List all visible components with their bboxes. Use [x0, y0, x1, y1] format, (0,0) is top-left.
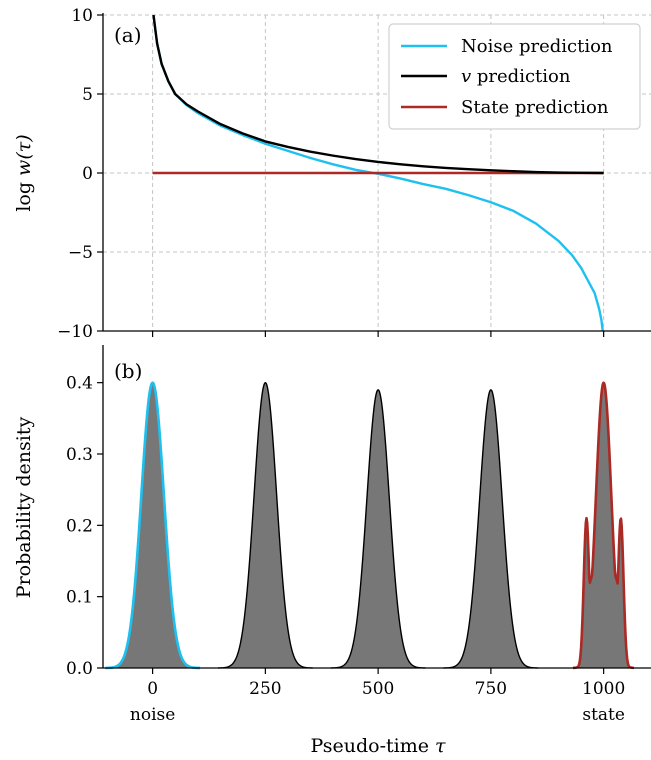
y-tick-label-a: 5	[82, 85, 93, 105]
density-fill-4	[572, 382, 634, 668]
axes-b: 0.0 0.1 0.2 0.3 0.4 0 noise 250 500 750 1000 state	[66, 345, 651, 725]
x-tick-label-b: 500	[362, 679, 394, 699]
y-tick-label-a: 10	[71, 6, 93, 26]
y-tick-label-b: 0.2	[66, 516, 93, 536]
density-outline-0	[104, 381, 201, 670]
legend-label-v: v prediction	[461, 66, 571, 87]
distributions-b	[104, 381, 635, 670]
axes-a: −10 −5 0 5 10	[57, 6, 651, 342]
ylabel-a: log w(τ)	[13, 134, 35, 211]
legend-label-noise: Noise prediction	[461, 36, 613, 57]
density-fill-1	[218, 382, 313, 668]
density-fill-3	[443, 389, 539, 668]
panel-a: −10 −5 0 5 10 (a) log w(τ) Noise prediction …	[13, 6, 651, 342]
density-outline-2	[330, 389, 426, 669]
density-outline-1	[217, 381, 313, 669]
density-fill-0	[105, 382, 200, 668]
density-outline-4	[572, 381, 635, 670]
x-tick-label-b: 750	[475, 679, 507, 699]
lines-a	[152, 14, 604, 332]
density-outline-3	[443, 389, 539, 669]
x-tick-label-b: 0	[147, 679, 158, 699]
panel-label-b: (b)	[114, 359, 142, 383]
y-tick-label-b: 0.0	[66, 659, 93, 679]
y-tick-label-b: 0.3	[66, 445, 93, 465]
legend-label-state: State prediction	[461, 97, 609, 118]
panel-label-a: (a)	[114, 23, 142, 47]
y-tick-label-a: −5	[68, 243, 93, 263]
xlabel-b: Pseudo-time τ	[310, 735, 446, 757]
density-fill-2	[330, 389, 426, 668]
legend-box	[388, 23, 641, 130]
y-tick-label-a: −10	[57, 322, 93, 342]
x-tick-label-b: 250	[249, 679, 281, 699]
v-prediction-line	[152, 14, 604, 175]
ylabel-b: Probability density	[13, 417, 35, 599]
x-tick-label-b: 1000	[582, 679, 625, 699]
y-tick-label-a: 0	[82, 164, 93, 184]
legend: Noise prediction v prediction State pred…	[388, 23, 641, 130]
y-tick-label-b: 0.4	[66, 374, 93, 394]
x-tick-sublabel-b: state	[582, 705, 625, 725]
x-tick-sublabel-b: noise	[130, 705, 175, 725]
y-tick-label-b: 0.1	[66, 588, 93, 608]
